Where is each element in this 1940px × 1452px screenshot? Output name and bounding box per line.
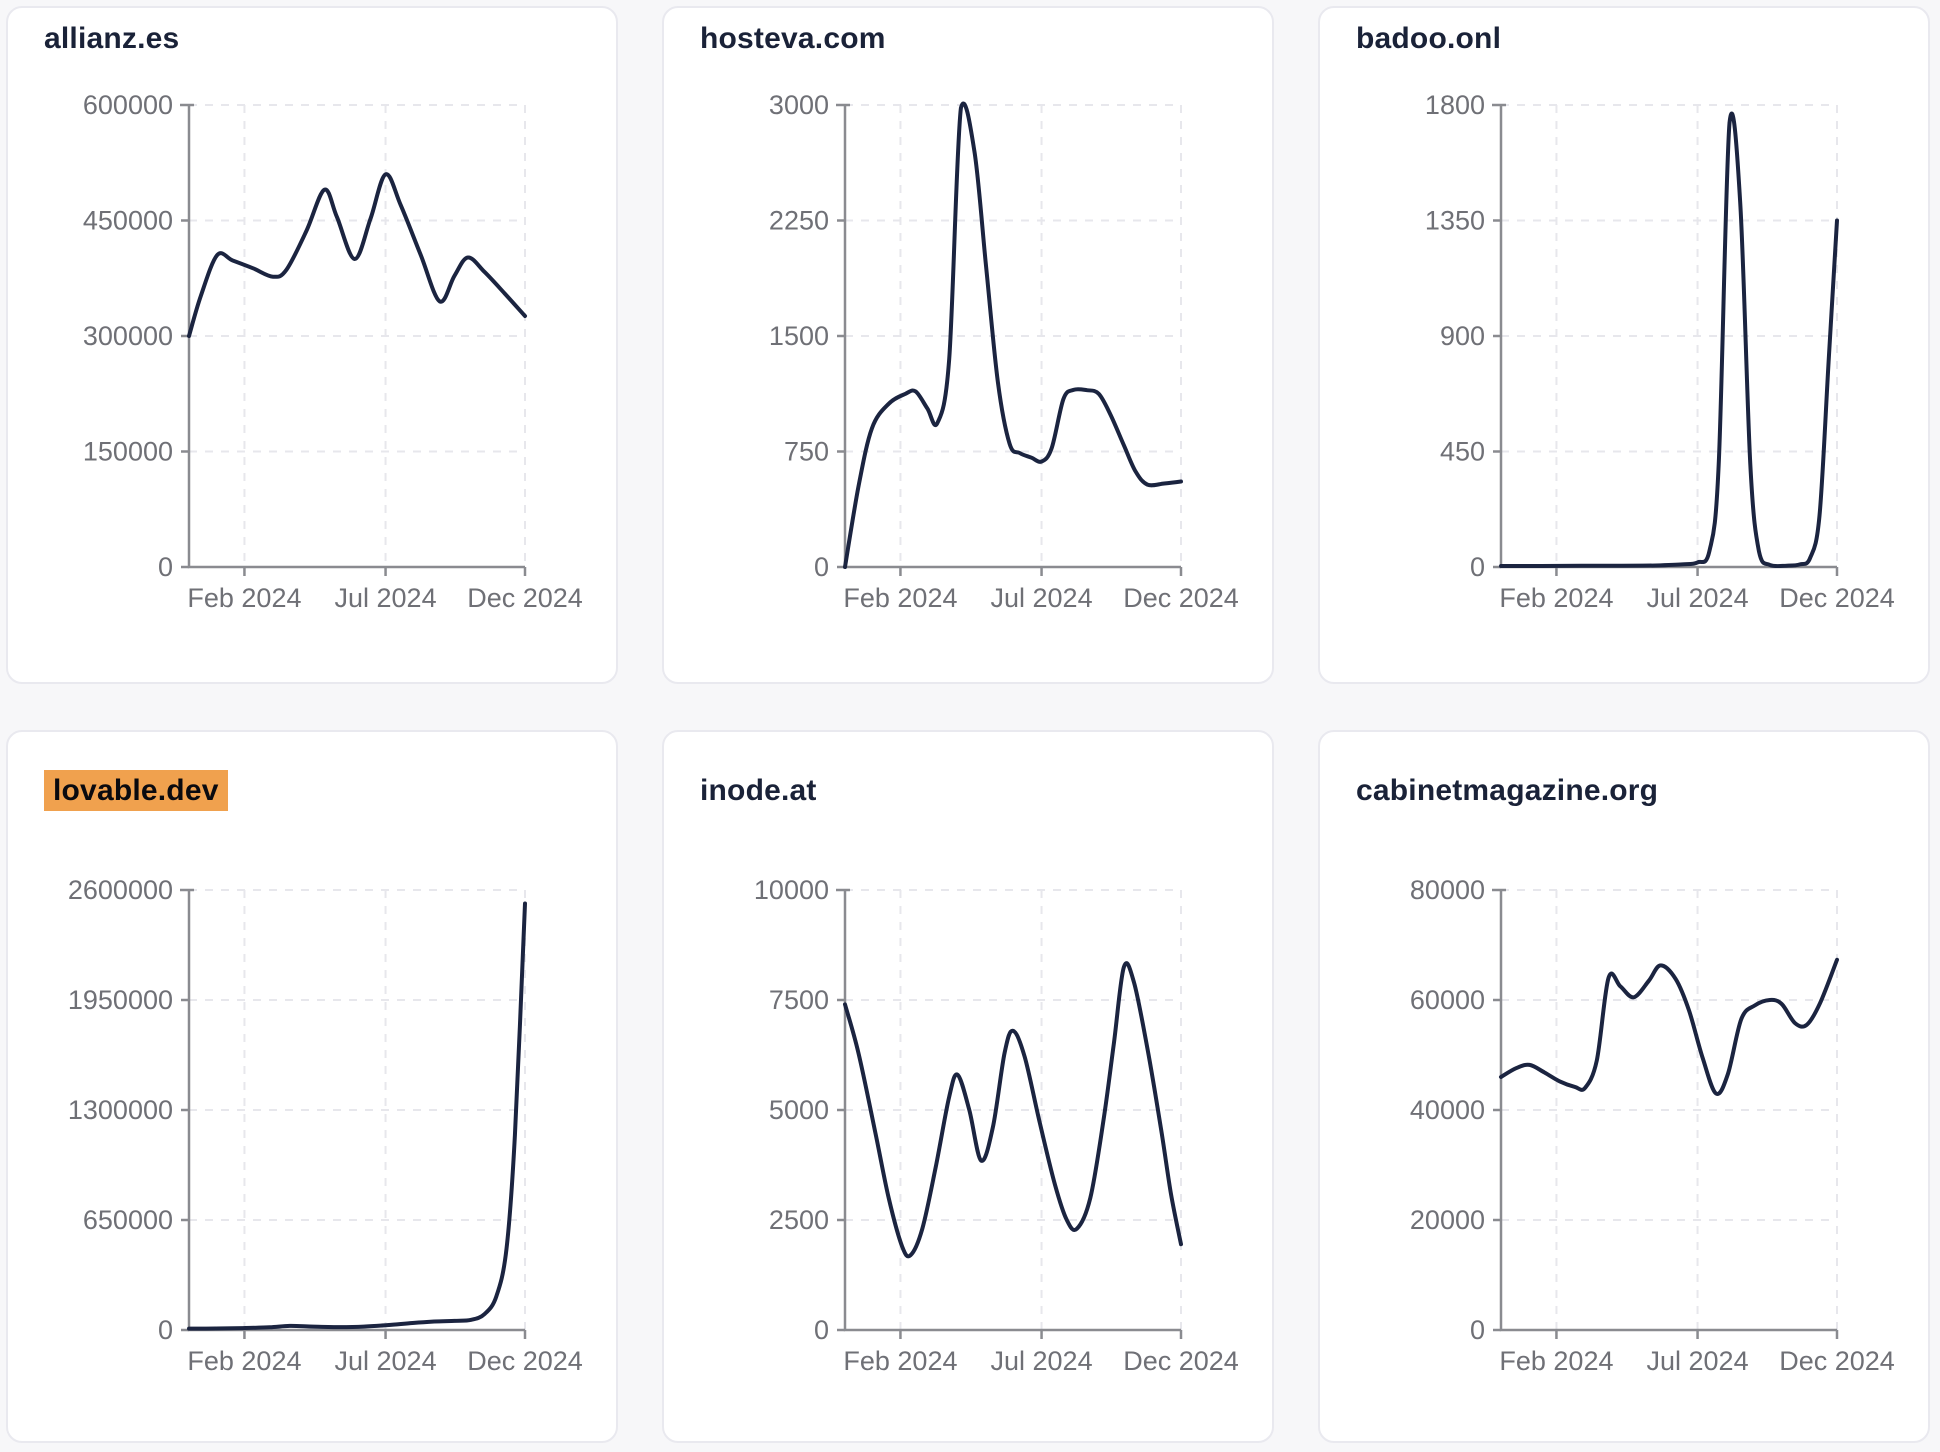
chart-title: allianz.es [44, 22, 179, 57]
chart-card-badoo: badoo.onl 1800 1350 900 450 0 Feb 2024 Jul 202… [1318, 6, 1930, 684]
series-line [187, 172, 527, 338]
y-tick-label: 2600000 [68, 875, 173, 905]
y-tick-label: 10000 [754, 875, 829, 905]
series-line [843, 961, 1183, 1259]
chart-title-text: hosteva.com [700, 22, 886, 55]
y-tick-label: 0 [1470, 1315, 1485, 1345]
line-chart: 1800 1350 900 450 0 Feb 2024 Jul 2024 Dec 2024 [1425, 90, 1895, 613]
chart-title-text: inode.at [700, 774, 817, 807]
y-tick-label: 1300000 [68, 1095, 173, 1125]
x-tick-label: Feb 2024 [1499, 583, 1613, 613]
y-tick-label: 0 [1470, 552, 1485, 582]
x-tick-label: Feb 2024 [187, 583, 301, 613]
x-tick-label: Jul 2024 [991, 583, 1093, 613]
y-tick-label: 0 [158, 1315, 173, 1345]
y-tick-label: 80000 [1410, 875, 1485, 905]
series-line [187, 901, 527, 1331]
y-tick-label: 60000 [1410, 985, 1485, 1015]
chart-title: badoo.onl [1356, 22, 1501, 57]
x-tick-label: Feb 2024 [1499, 1346, 1613, 1376]
y-tick-label: 0 [814, 1315, 829, 1345]
line-chart: 2600000 1950000 1300000 650000 0 Feb 2024 Jul … [68, 875, 583, 1376]
chart-card-lovable: lovable.dev 2600000 1950000 1300000 650000 0… [6, 730, 618, 1443]
y-tick-label: 2250 [769, 206, 829, 236]
chart-card-cabinetmagazine: cabinetmagazine.org 80000 60000 40000 20000… [1318, 730, 1930, 1443]
y-tick-label: 750 [784, 437, 829, 467]
x-tick-label: Feb 2024 [843, 1346, 957, 1376]
series-line [843, 101, 1183, 569]
y-tick-label: 1350 [1425, 206, 1485, 236]
y-tick-label: 300000 [83, 321, 173, 351]
line-chart: 10000 7500 5000 2500 0 Feb 2024 Jul 2024 Dec 20… [754, 875, 1239, 1376]
chart-title: cabinetmagazine.org [1356, 774, 1658, 809]
line-chart: 80000 60000 40000 20000 0 Feb 2024 Jul 2024 Dec… [1410, 875, 1895, 1376]
chart-title-text: badoo.onl [1356, 22, 1502, 55]
y-tick-label: 450 [1440, 437, 1485, 467]
chart-title-text: cabinetmagazine.org [1356, 774, 1659, 807]
x-tick-label: Jul 2024 [1647, 583, 1749, 613]
y-tick-label: 600000 [83, 90, 173, 120]
y-tick-label: 0 [814, 552, 829, 582]
x-tick-label: Jul 2024 [335, 1346, 437, 1376]
y-tick-label: 5000 [769, 1095, 829, 1125]
chart-card-inode: inode.at 10000 7500 5000 2500 0 Feb 2024 Jul 2… [662, 730, 1274, 1443]
x-tick-label: Dec 2024 [1779, 583, 1895, 613]
y-tick-label: 450000 [83, 206, 173, 236]
y-tick-label: 1800 [1425, 90, 1485, 120]
x-tick-label: Dec 2024 [1123, 1346, 1239, 1376]
x-tick-label: Jul 2024 [1647, 1346, 1749, 1376]
y-tick-label: 1500 [769, 321, 829, 351]
chart-title-text: allianz.es [44, 22, 180, 55]
y-tick-label: 7500 [769, 985, 829, 1015]
x-tick-label: Dec 2024 [1123, 583, 1239, 613]
chart-title-text-highlighted: lovable.dev [44, 770, 228, 811]
x-tick-label: Feb 2024 [187, 1346, 301, 1376]
y-tick-label: 150000 [83, 437, 173, 467]
x-tick-label: Jul 2024 [335, 583, 437, 613]
x-tick-label: Dec 2024 [467, 583, 583, 613]
chart-card-hosteva: hosteva.com 3000 2250 1500 750 0 Feb 2024 Jul … [662, 6, 1274, 684]
x-tick-label: Feb 2024 [843, 583, 957, 613]
x-tick-label: Dec 2024 [467, 1346, 583, 1376]
y-tick-label: 20000 [1410, 1205, 1485, 1235]
y-tick-label: 40000 [1410, 1095, 1485, 1125]
x-tick-label: Dec 2024 [1779, 1346, 1895, 1376]
series-line [1499, 957, 1839, 1096]
y-tick-label: 2500 [769, 1205, 829, 1235]
line-chart: 3000 2250 1500 750 0 Feb 2024 Jul 2024 Dec 2024 [769, 90, 1239, 613]
series-line [1499, 111, 1839, 569]
chart-title: inode.at [700, 774, 817, 809]
chart-title: lovable.dev [44, 770, 228, 811]
y-tick-label: 1950000 [68, 985, 173, 1015]
chart-title: hosteva.com [700, 22, 886, 57]
y-tick-label: 900 [1440, 321, 1485, 351]
line-chart: 600000 450000 300000 150000 0 Feb 2024 Jul 202… [83, 90, 583, 613]
charts-grid: allianz.es 600000 450000 300000 150000 0 Feb … [6, 6, 1930, 1443]
y-tick-label: 3000 [769, 90, 829, 120]
y-tick-label: 0 [158, 552, 173, 582]
y-tick-label: 650000 [83, 1205, 173, 1235]
chart-card-allianz: allianz.es 600000 450000 300000 150000 0 Feb … [6, 6, 618, 684]
x-tick-label: Jul 2024 [991, 1346, 1093, 1376]
